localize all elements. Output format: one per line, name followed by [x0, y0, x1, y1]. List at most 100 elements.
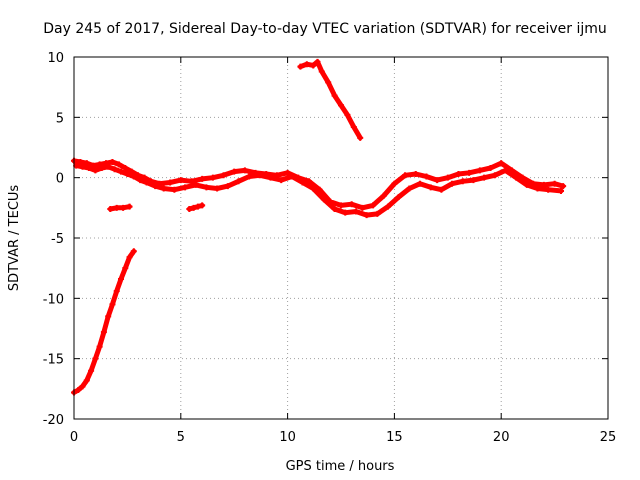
data-point	[380, 192, 387, 199]
data-point	[310, 185, 317, 192]
data-point	[107, 206, 114, 213]
data-point	[513, 174, 520, 181]
x-axis-label: GPS time / hours	[286, 459, 395, 474]
series-line-segment-short-a	[107, 204, 132, 212]
data-point	[310, 62, 317, 69]
y-tick-label: -10	[43, 292, 64, 307]
data-point	[111, 166, 118, 173]
data-point	[220, 172, 227, 179]
data-point	[359, 204, 366, 211]
data-point	[105, 163, 112, 170]
data-point	[406, 185, 413, 192]
chart-title: Day 245 of 2017, Sidereal Day-to-day VTE…	[43, 21, 607, 37]
data-series	[71, 58, 567, 396]
data-point	[124, 171, 131, 178]
data-point	[320, 196, 327, 203]
y-tick-label: -20	[43, 413, 64, 428]
data-point	[235, 178, 242, 185]
data-point	[115, 161, 122, 168]
data-point	[444, 174, 451, 181]
data-point	[267, 174, 274, 181]
data-point	[182, 184, 189, 191]
data-point	[481, 174, 488, 181]
data-point	[113, 288, 120, 295]
data-point	[177, 177, 184, 184]
x-tick-label: 25	[600, 430, 617, 445]
data-point	[167, 179, 174, 186]
data-point	[434, 177, 441, 184]
data-point	[423, 173, 430, 180]
x-tick-label: 0	[70, 430, 78, 445]
data-point	[534, 185, 541, 192]
data-point	[79, 163, 86, 170]
data-point	[194, 203, 201, 210]
data-point	[342, 209, 349, 216]
data-point	[241, 167, 248, 174]
data-point	[117, 276, 124, 283]
data-point	[491, 172, 498, 179]
data-point	[278, 177, 285, 184]
data-point	[427, 184, 434, 191]
data-point	[545, 186, 552, 193]
data-point	[374, 210, 381, 217]
data-point	[449, 180, 456, 187]
data-point	[98, 165, 105, 172]
data-point	[391, 180, 398, 187]
data-point	[122, 165, 129, 172]
data-point	[284, 169, 291, 176]
data-point	[476, 167, 483, 174]
data-point	[352, 208, 359, 215]
data-point	[318, 68, 325, 75]
data-point	[192, 181, 199, 188]
data-point	[224, 183, 231, 190]
data-point	[363, 212, 370, 219]
data-point	[75, 387, 82, 394]
grid-lines	[74, 57, 608, 419]
data-point	[130, 173, 137, 180]
data-point	[299, 179, 306, 186]
data-point	[160, 185, 167, 192]
x-tick-label: 20	[493, 430, 510, 445]
data-point	[338, 102, 344, 109]
data-point	[470, 177, 477, 184]
data-point	[288, 173, 295, 180]
data-point	[502, 167, 509, 174]
data-point	[186, 206, 193, 213]
data-point	[551, 180, 558, 187]
data-point	[126, 203, 133, 210]
axis-ticks: 0 5 10 15 20 25 10 5 0 -5 -10 -15 -20	[43, 51, 617, 445]
data-point	[122, 265, 129, 272]
data-point	[92, 355, 99, 362]
data-point	[85, 165, 92, 172]
data-point	[402, 172, 409, 179]
y-tick-label: -15	[43, 353, 64, 368]
y-tick-label: 10	[47, 51, 64, 66]
y-tick-label: 5	[56, 111, 64, 126]
data-point	[113, 204, 120, 211]
data-point	[459, 178, 466, 185]
data-point	[348, 201, 355, 208]
data-point	[96, 343, 103, 350]
data-point	[412, 171, 419, 178]
data-point	[209, 174, 216, 181]
data-point	[130, 248, 137, 255]
data-point	[92, 167, 99, 174]
data-point	[498, 160, 505, 167]
data-point	[79, 383, 86, 390]
y-tick-label: -5	[51, 232, 64, 247]
data-point	[338, 202, 344, 209]
data-point	[370, 202, 377, 209]
data-point	[152, 183, 159, 190]
data-point	[143, 179, 150, 186]
data-point	[120, 204, 127, 211]
x-tick-label: 15	[386, 430, 403, 445]
data-point	[558, 187, 565, 194]
data-point	[117, 168, 124, 175]
data-point	[314, 58, 321, 65]
x-tick-label: 10	[279, 430, 296, 445]
data-point	[83, 377, 90, 384]
data-point	[100, 329, 107, 336]
data-point	[331, 92, 338, 99]
